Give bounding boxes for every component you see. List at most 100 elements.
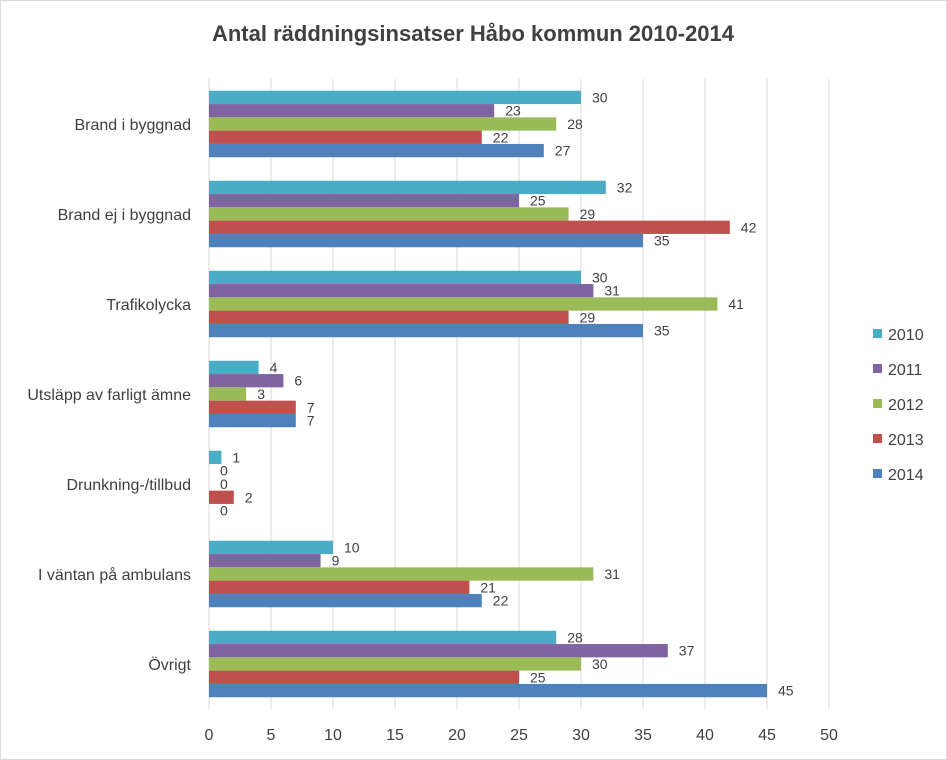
bar-2010 [209, 270, 581, 285]
legend-swatch [873, 329, 882, 338]
bar-2012 [209, 387, 247, 401]
legend-label: 2014 [888, 467, 924, 484]
data-label: 21 [480, 579, 496, 595]
legend-label: 2010 [888, 327, 924, 344]
bar-2014 [209, 323, 643, 338]
x-tick-label: 10 [324, 727, 342, 744]
data-label: 3 [257, 386, 265, 402]
data-label: 42 [741, 219, 757, 235]
category-label: Brand ej i byggnad [58, 207, 191, 224]
data-label: 9 [332, 553, 340, 569]
data-label: 25 [530, 669, 546, 685]
data-label: 7 [307, 399, 315, 415]
bar-2011 [209, 284, 594, 298]
data-label: 37 [679, 643, 695, 659]
bar-2014 [209, 413, 296, 428]
data-label: 29 [580, 309, 596, 325]
legend-label: 2011 [888, 362, 923, 379]
data-label: 41 [728, 296, 744, 312]
x-tick-label: 15 [386, 727, 404, 744]
bar-2012 [209, 657, 581, 671]
data-label: 29 [580, 206, 596, 222]
x-tick-label: 40 [696, 727, 714, 744]
legend-label: 2013 [888, 432, 924, 449]
data-label: 4 [270, 359, 278, 375]
x-tick-label: 0 [205, 727, 214, 744]
data-label: 31 [604, 283, 620, 299]
x-tick-label: 50 [820, 727, 838, 744]
data-label: 35 [654, 323, 670, 339]
data-label: 6 [294, 373, 302, 389]
bar-2013 [209, 400, 296, 414]
x-tick-label: 5 [267, 727, 276, 744]
data-label: 45 [778, 683, 794, 699]
x-tick-label: 45 [758, 727, 776, 744]
bar-2014 [209, 143, 544, 158]
bar-2011 [209, 644, 668, 658]
legend-swatch [873, 434, 882, 443]
bar-2010 [209, 180, 606, 195]
data-label: 10 [344, 539, 360, 555]
category-label: Övrigt [148, 656, 191, 674]
bar-2011 [209, 554, 321, 568]
bar-2013 [209, 490, 234, 504]
legend-label: 2012 [888, 397, 924, 414]
bar-2013 [209, 670, 519, 684]
category-label: Brand i byggnad [74, 117, 191, 134]
data-label: 27 [555, 143, 571, 159]
data-label: 25 [530, 193, 546, 209]
category-label: Utsläpp av farligt ämne [27, 387, 191, 404]
data-label: 22 [493, 593, 509, 609]
legend-swatch [873, 469, 882, 478]
data-label: 32 [617, 179, 633, 195]
category-label: Trafikolycka [106, 297, 191, 314]
bar-2012 [209, 297, 718, 311]
data-label: 35 [654, 233, 670, 249]
x-tick-label: 30 [572, 727, 590, 744]
bar-2010 [209, 630, 557, 645]
data-label: 30 [592, 269, 608, 285]
data-label: 28 [567, 629, 583, 645]
bar-2013 [209, 580, 470, 594]
bar-2014 [209, 233, 643, 248]
bar-2010 [209, 540, 333, 555]
bar-2012 [209, 567, 594, 581]
legend: 2010 2011 2012 2013 2014 [873, 327, 924, 484]
data-label: 30 [592, 89, 608, 105]
bar-2010 [209, 450, 222, 465]
legend-swatch [873, 364, 882, 373]
data-label: 30 [592, 656, 608, 672]
data-label: 0 [220, 503, 228, 519]
data-label: 2 [245, 489, 253, 505]
bar-2013 [209, 220, 730, 234]
chart-title: Antal räddningsinsatser Håbo kommun 2010… [212, 21, 735, 46]
data-label: 0 [220, 476, 228, 492]
bar-2012 [209, 117, 557, 131]
bar-2014 [209, 593, 482, 608]
bar-2011 [209, 104, 495, 118]
bar-2012 [209, 207, 569, 221]
bars [209, 90, 767, 698]
category-labels: Brand i byggnad Brand ej i byggnad Trafiko… [27, 117, 191, 674]
x-axis-ticks: 0 5 10 15 20 25 30 35 40 45 50 [205, 727, 838, 744]
x-tick-label: 25 [510, 727, 528, 744]
category-label: Drunkning-/tillbud [66, 477, 191, 494]
data-label: 1 [232, 449, 240, 465]
data-label: 31 [604, 566, 620, 582]
x-tick-label: 35 [634, 727, 652, 744]
data-label: 23 [505, 103, 521, 119]
bar-2011 [209, 194, 519, 208]
bar-2011 [209, 374, 284, 388]
bar-2010 [209, 360, 259, 375]
bar-2014 [209, 683, 767, 698]
bar-2013 [209, 310, 569, 324]
data-label: 28 [567, 116, 583, 132]
category-label: I väntan på ambulans [38, 566, 191, 584]
data-label: 0 [220, 463, 228, 479]
data-label: 7 [307, 413, 315, 429]
bar-2013 [209, 130, 482, 144]
x-tick-label: 20 [448, 727, 466, 744]
data-label: 22 [493, 129, 509, 145]
